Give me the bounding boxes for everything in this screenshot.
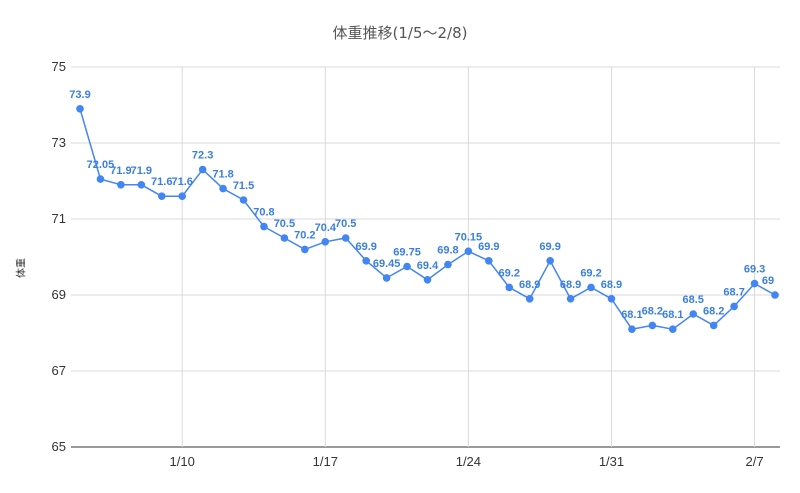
data-label: 71.9 [131,165,152,177]
data-label: 68.5 [683,294,704,306]
data-point [178,192,187,200]
data-label: 68.2 [703,305,724,317]
data-point [464,247,473,256]
data-label: 71.6 [171,176,192,188]
data-point [382,274,391,282]
data-point [505,283,514,292]
data-point [648,321,657,330]
data-label: 68.9 [519,279,540,291]
data-label: 71.8 [212,169,233,181]
data-label: 69.45 [373,258,401,270]
data-point [546,257,554,265]
data-label: 70.4 [315,222,337,234]
data-label: 68.2 [642,305,663,317]
data-label: 70.2 [294,229,315,241]
data-point [362,257,370,265]
data-point [750,279,759,288]
data-point [444,260,452,269]
data-point [607,295,616,303]
x-tick-label: 1/17 [313,454,338,469]
data-point [157,192,166,200]
data-point [96,175,105,183]
data-label: 69.9 [539,241,560,253]
data-label: 70.5 [274,218,295,230]
data-point [709,321,718,330]
data-point [198,165,207,174]
x-tick-label: 1/24 [456,454,481,469]
data-label: 68.9 [601,279,622,291]
data-point [689,310,698,318]
data-label: 72.05 [87,159,115,171]
data-point [771,291,779,299]
data-point [239,196,248,204]
data-label: 68.9 [560,279,581,291]
x-tick-label: 1/10 [170,454,195,469]
data-point [525,295,534,303]
data-label: 69 [762,275,774,287]
x-tick-label: 1/31 [599,454,624,469]
data-label: 69.9 [478,241,499,253]
data-point [76,105,84,113]
data-point [485,257,493,265]
data-label: 70.15 [455,231,483,243]
data-label: 69.2 [580,267,601,279]
y-tick-label: 67 [52,363,66,378]
y-tick-label: 75 [52,59,66,74]
data-point [587,283,595,292]
data-label: 68.1 [621,309,642,321]
y-tick-label: 65 [52,439,66,454]
y-tick-label: 73 [52,135,66,150]
data-point [403,262,411,271]
data-point [668,325,677,334]
data-point [566,295,575,303]
data-label: 71.5 [233,180,254,192]
data-label: 73.9 [69,89,90,101]
data-label: 69.4 [417,260,439,272]
data-label: 71.9 [110,165,131,177]
data-label: 68.7 [723,286,744,298]
data-label: 69.9 [355,241,376,253]
data-label: 69.3 [744,264,765,276]
data-label: 69.2 [499,267,520,279]
y-tick-label: 69 [52,287,66,302]
data-label: 71.6 [151,176,172,188]
x-tick-label: 2/7 [746,454,764,469]
data-point [117,181,125,189]
data-label: 68.1 [662,309,683,321]
data-point [301,245,309,254]
y-tick-label: 71 [52,211,66,226]
data-label: 69.75 [393,247,421,259]
data-point [730,302,738,311]
data-point [423,276,432,284]
data-point [137,181,146,189]
data-point [321,238,330,246]
data-point [280,234,289,242]
data-point [260,222,268,231]
data-point [628,325,636,334]
data-label: 72.3 [192,150,213,162]
data-label: 70.5 [335,218,356,230]
data-label: 70.8 [253,207,274,219]
data-point [219,184,227,193]
data-label: 69.8 [437,245,458,257]
data-point [341,234,350,242]
chart-title: 体重推移(1/5〜2/8) [332,24,468,42]
